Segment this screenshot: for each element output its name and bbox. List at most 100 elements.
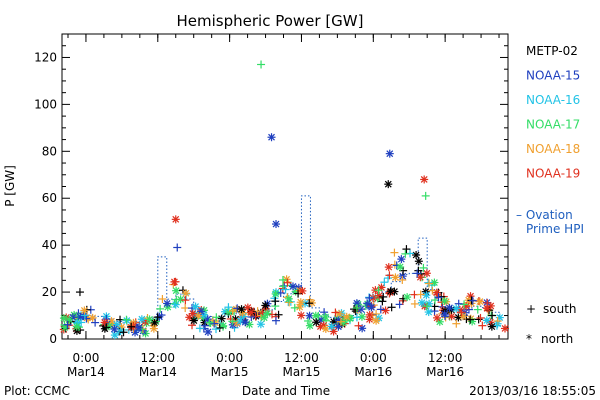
south-point	[228, 317, 237, 326]
south-point	[218, 322, 227, 331]
footer-timestamp: 2013/03/16 18:55:05	[469, 384, 596, 398]
ovation-label-line1: – Ovation	[516, 208, 573, 222]
north-point	[110, 325, 119, 334]
legend-entry: NOAA-18	[526, 142, 580, 156]
north-point	[295, 303, 304, 312]
south-point	[102, 323, 111, 332]
south-point	[274, 310, 283, 319]
north-point	[475, 297, 484, 306]
north-point	[440, 296, 449, 305]
south-point	[413, 269, 422, 278]
y-tick-label: 40	[42, 238, 57, 252]
south-point	[257, 60, 266, 69]
south-marker-label: south	[543, 302, 577, 316]
south-point	[212, 325, 221, 334]
south-point	[63, 320, 72, 329]
north-point	[116, 327, 125, 336]
north-point	[80, 306, 89, 315]
north-point	[397, 255, 406, 264]
south-point	[493, 317, 502, 326]
south-point	[314, 311, 323, 320]
north-point	[288, 282, 297, 291]
legend-entry: METP-02	[526, 44, 578, 58]
south-point	[468, 296, 477, 305]
north-point	[420, 175, 429, 184]
north-point	[237, 305, 246, 314]
south-point	[276, 288, 285, 297]
north-point	[170, 277, 179, 286]
y-tick-label: 120	[34, 50, 57, 64]
legend-entry: NOAA-17	[526, 118, 580, 132]
north-point	[482, 316, 491, 325]
north-point	[145, 315, 154, 324]
north-point	[356, 305, 365, 314]
north-point	[236, 316, 245, 325]
north-point	[246, 308, 255, 317]
north-point	[432, 288, 441, 297]
north-point	[342, 312, 351, 321]
south-point	[156, 304, 165, 313]
south-point	[452, 319, 461, 328]
south-point	[460, 300, 469, 309]
legend: METP-02 NOAA-15 NOAA-16 NOAA-17 NOAA-18 NOAA-…	[526, 44, 580, 181]
x-tick-label-time: 12:00	[428, 351, 463, 365]
south-point	[416, 290, 425, 299]
south-point	[91, 318, 100, 327]
y-tick-label: 60	[42, 191, 57, 205]
north-point	[462, 302, 471, 311]
south-point	[474, 315, 483, 324]
north-point	[445, 303, 454, 312]
north-point	[422, 269, 431, 278]
north-point	[483, 304, 492, 313]
south-marker-symbol: +	[526, 302, 536, 316]
north-point	[352, 299, 361, 308]
north-point	[412, 251, 421, 260]
north-point	[282, 275, 291, 284]
north-point	[241, 318, 250, 327]
north-point	[137, 315, 146, 324]
north-point	[260, 313, 269, 322]
north-point	[149, 324, 158, 333]
south-point	[387, 303, 396, 312]
south-point	[215, 323, 224, 332]
x-tick-label-time: 12:00	[140, 351, 175, 365]
x-tick-label-date: Mar15	[283, 365, 321, 379]
south-point	[457, 308, 466, 317]
north-point	[163, 299, 172, 308]
north-point	[171, 215, 180, 224]
north-point	[501, 324, 510, 333]
north-point	[424, 308, 433, 317]
south-point	[281, 285, 290, 294]
north-point	[396, 262, 405, 271]
north-point	[59, 314, 68, 323]
north-point	[327, 322, 336, 331]
x-tick-label-date: Mar15	[211, 365, 249, 379]
south-point	[84, 315, 93, 324]
south-point	[271, 316, 280, 325]
north-point	[391, 273, 400, 282]
north-point	[204, 327, 213, 336]
north-point	[430, 278, 439, 287]
legend-entry: NOAA-15	[526, 69, 580, 83]
north-point	[458, 312, 467, 321]
north-point	[100, 318, 109, 327]
south-point	[294, 289, 303, 298]
south-point	[372, 309, 381, 318]
south-point	[127, 322, 136, 331]
south-point	[205, 318, 214, 327]
south-point	[402, 245, 411, 254]
south-point	[390, 248, 399, 257]
ovation-hpi-line	[65, 195, 500, 324]
south-point	[401, 249, 410, 258]
south-point	[488, 311, 497, 320]
south-point	[195, 324, 204, 333]
south-point	[278, 275, 287, 284]
legend-entry: NOAA-19	[526, 167, 580, 181]
south-point	[158, 295, 167, 304]
x-tick-label-date: Mar16	[354, 365, 392, 379]
north-point	[381, 306, 390, 315]
north-point	[386, 287, 395, 296]
north-point	[416, 273, 425, 282]
ovation-hpi-path	[65, 195, 500, 324]
